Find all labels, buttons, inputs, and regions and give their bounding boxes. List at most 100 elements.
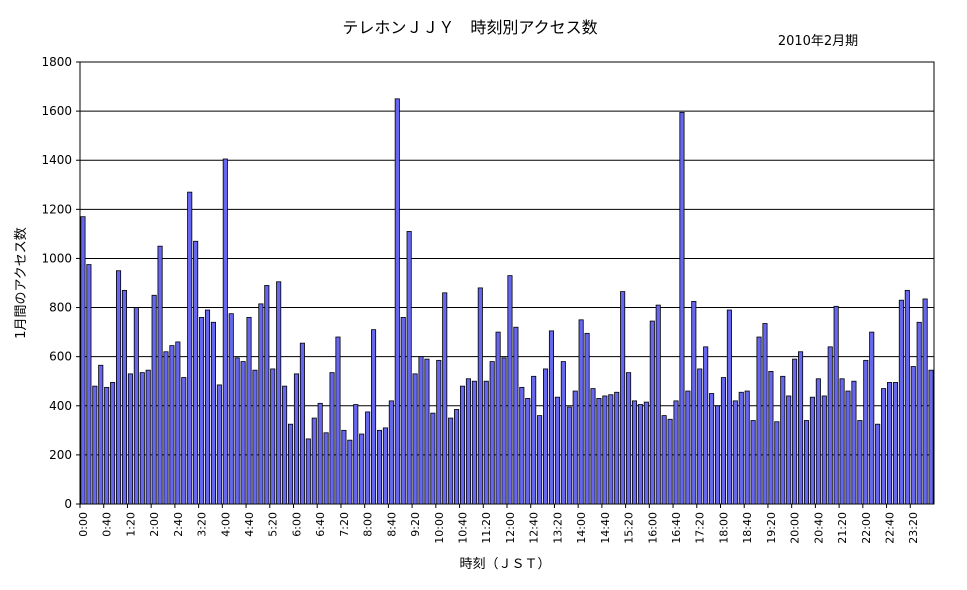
y-tick-label: 1400 [41, 153, 72, 167]
bar [299, 342, 305, 505]
x-tick-label: 13:20 [551, 512, 564, 544]
x-axis-ticks: 0:00 0:40 1:20 2:00 2:40 3:20 4:00 4:40 5:20 6:00… [77, 504, 920, 544]
bar [246, 316, 252, 505]
bar [454, 409, 460, 505]
bar [323, 432, 329, 505]
y-tick-label: 1200 [41, 202, 72, 216]
bar [424, 358, 430, 505]
bar [875, 423, 881, 505]
bar [584, 332, 590, 505]
bar [596, 398, 602, 505]
bar [928, 369, 934, 505]
bar [371, 329, 377, 505]
bar [726, 309, 732, 505]
bar [210, 321, 216, 505]
bar [697, 368, 703, 505]
chart-subtitle: 2010年2月期 [778, 34, 858, 49]
bar [857, 420, 863, 505]
bar [436, 359, 442, 505]
bar [258, 303, 264, 505]
bar [560, 361, 566, 505]
bar [525, 398, 531, 505]
bar [412, 373, 418, 505]
bar [720, 377, 727, 505]
x-tick-label: 16:40 [670, 512, 683, 544]
bar [910, 366, 916, 505]
bar [774, 421, 780, 505]
x-tick-label: 4:40 [243, 512, 256, 537]
bar [892, 382, 898, 505]
x-tick-label: 17:20 [694, 512, 707, 544]
bar [471, 380, 477, 505]
x-tick-label: 10:00 [433, 512, 446, 544]
bar [543, 368, 549, 505]
bar [240, 361, 246, 505]
bar [851, 380, 857, 505]
gridlines [80, 110, 934, 456]
bar [869, 331, 875, 505]
bar [922, 298, 928, 505]
y-tick-label: 600 [49, 350, 72, 364]
bar [282, 385, 288, 505]
bar [121, 289, 128, 505]
x-tick-label: 8:00 [362, 512, 375, 537]
bar [406, 231, 412, 505]
bar [430, 412, 436, 505]
x-tick-label: 3:20 [196, 512, 209, 537]
bar [359, 433, 365, 505]
x-tick-label: 8:40 [385, 512, 398, 537]
bar [448, 417, 454, 505]
bar [382, 427, 388, 505]
x-tick-label: 5:20 [267, 512, 280, 537]
bar [133, 307, 139, 505]
bar [199, 316, 205, 505]
bar [637, 404, 643, 505]
x-tick-label: 20:00 [789, 512, 802, 544]
x-tick-label: 18:40 [741, 512, 754, 544]
bar [602, 395, 608, 505]
bar [750, 420, 756, 505]
bar [252, 369, 258, 505]
bar [566, 406, 572, 505]
bar [631, 400, 638, 505]
x-tick-label: 6:40 [314, 512, 327, 537]
bar [667, 418, 673, 505]
bar [394, 98, 400, 505]
bar [845, 390, 851, 505]
bar [204, 309, 211, 505]
bar [780, 375, 786, 505]
bar [175, 341, 181, 505]
bar [643, 401, 649, 505]
bar [756, 336, 762, 505]
bar [827, 346, 833, 505]
x-tick-label: 1:20 [124, 512, 137, 537]
bar [898, 299, 904, 505]
bar [234, 357, 240, 505]
x-tick-label: 23:20 [907, 512, 920, 544]
bar [365, 411, 371, 505]
bar [815, 378, 821, 505]
bar [803, 420, 810, 505]
bar [614, 391, 620, 505]
bar [744, 390, 750, 505]
bars [80, 98, 934, 505]
bar [86, 264, 92, 505]
bar [572, 390, 578, 505]
bar [833, 305, 839, 505]
bar [418, 356, 424, 505]
bar [270, 368, 276, 505]
y-axis-label: 1月間のアクセス数 [14, 227, 29, 339]
bar [169, 345, 175, 505]
bar [193, 240, 199, 505]
x-tick-label: 22:40 [884, 512, 897, 544]
bar [786, 395, 792, 505]
bar [578, 319, 584, 505]
bar [216, 384, 222, 505]
x-tick-label: 9:20 [409, 512, 422, 537]
bar [335, 336, 341, 505]
bar [317, 402, 323, 505]
bar [661, 415, 667, 505]
bar [839, 378, 845, 505]
bar [157, 245, 163, 505]
bar [110, 382, 116, 505]
